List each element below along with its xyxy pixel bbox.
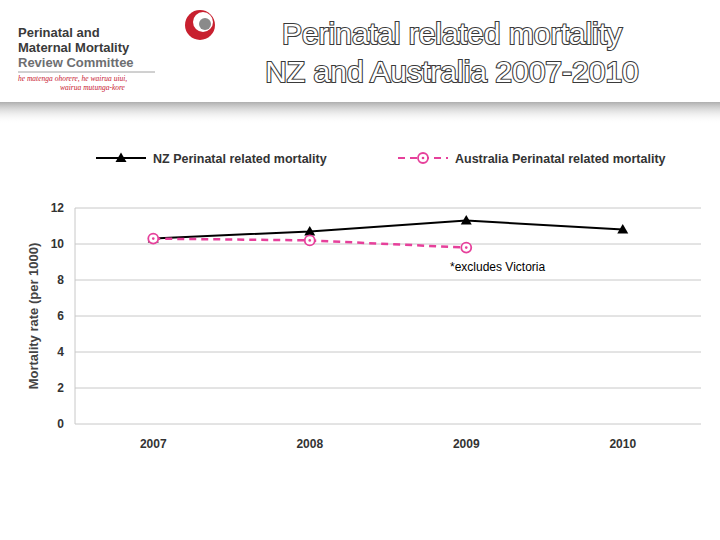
root: Perinatal andMaternal MortalityReview Co… [0,0,720,540]
annotation: *excludes Victoria [450,260,545,274]
y-tick-label: 8 [57,273,64,287]
logo-text: Perinatal and [18,25,100,40]
marker-circle [148,234,158,244]
chart-title: Perinatal related mortality NZ and Austra… [265,17,639,88]
logo-icon [185,10,215,40]
logo-motto: he matenga ohorere, he wairua uiui, [18,74,127,83]
marker-triangle [461,215,472,225]
data-group [148,215,629,253]
marker-triangle [617,224,628,234]
logo-circle [185,10,215,40]
series-line [153,221,623,239]
title-line: NZ and Australia 2007-2010 [265,55,639,88]
marker-triangle [148,233,159,243]
marker-circle [305,235,315,245]
header-band [0,0,720,102]
grid-line [75,352,701,353]
grid-line [75,280,701,281]
x-tick-label: 2008 [296,437,323,451]
grid-line [75,316,701,317]
y-tick-label: 10 [51,237,65,251]
marker-circle [461,243,471,253]
marker-center [152,237,155,240]
y-tick-label: 4 [57,345,64,359]
legend-line [398,157,448,159]
y-tick-label: 6 [57,309,64,323]
marker-center [422,157,425,160]
legend-label: NZ Perinatal related mortality [153,152,327,166]
x-tick-label: 2010 [609,437,636,451]
title-line: Perinatal related mortality [282,17,622,50]
marker-triangle [116,153,127,163]
legend-label: Australia Perinatal related mortality [455,152,666,166]
marker-center [465,246,468,249]
chart-svg: Perinatal andMaternal MortalityReview Co… [0,0,720,540]
y-axis-label: Mortality rate (per 1000) [26,243,41,390]
header-shadow [0,102,720,124]
logo-dot [199,18,211,30]
grid-line [75,388,701,389]
y-axis-line [75,208,76,424]
marker-circle [418,153,428,163]
y-tick-label: 2 [57,381,64,395]
logo-rule [18,72,155,73]
grid-line [75,208,701,209]
x-tick-label: 2007 [140,437,167,451]
y-tick-label: 0 [57,417,64,431]
marker-center [308,239,311,242]
marker-triangle [304,226,315,236]
logo-text: Review Committee [18,55,134,70]
grid-line [75,424,701,425]
y-tick-label: 12 [51,201,65,215]
logo-inner [193,12,213,32]
legend: NZ Perinatal related mortality Australia … [96,152,666,166]
logo-motto: wairua mutunga-kore [60,83,126,92]
x-tick-label: 2009 [453,437,480,451]
logo-text: Maternal Mortality [18,40,130,55]
